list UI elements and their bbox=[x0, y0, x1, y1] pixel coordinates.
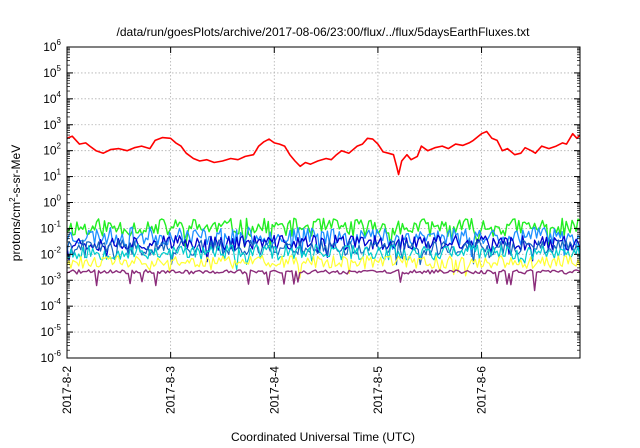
y-tick-label: 10-3 bbox=[41, 271, 62, 287]
y-tick-label: 103 bbox=[43, 116, 61, 132]
x-tick-label: 2017-8-3 bbox=[164, 366, 178, 414]
x-tick-label: 2017-8-5 bbox=[371, 366, 385, 414]
y-tick-label: 10-1 bbox=[41, 219, 62, 235]
y-tick-label: 10-4 bbox=[41, 297, 62, 313]
y-tick-label-base: 10 bbox=[41, 247, 55, 261]
x-axis-ticks: 2017-8-2 2017-8-3 2017-8-4 2017-8-5 2017-8-6 bbox=[60, 47, 489, 414]
y-tick-label-exponent: 2 bbox=[57, 142, 62, 151]
x-tick-label: 2017-8-4 bbox=[267, 366, 281, 414]
y-tick-label-exponent: 6 bbox=[57, 38, 62, 47]
x-tick-label: 2017-8-6 bbox=[475, 366, 489, 414]
y-tick-label-base: 10 bbox=[43, 40, 57, 54]
y-tick-label: 105 bbox=[43, 64, 61, 80]
y-tick-label: 101 bbox=[43, 168, 61, 184]
y-axis-label-sup: 2 bbox=[8, 197, 17, 202]
y-tick-label-exponent: 3 bbox=[57, 116, 62, 125]
series-line bbox=[66, 243, 581, 271]
series-line bbox=[66, 226, 581, 258]
y-tick-label: 10-5 bbox=[41, 323, 62, 339]
x-tick-label: 2017-8-2 bbox=[60, 366, 74, 414]
series-line bbox=[66, 234, 581, 263]
y-tick-label-exponent: 1 bbox=[57, 168, 62, 177]
series-line bbox=[66, 130, 581, 176]
y-tick-label-base: 10 bbox=[43, 170, 57, 184]
y-tick-label-base: 10 bbox=[43, 144, 57, 158]
y-axis-ticks: 10-610-510-410-310-210-11001011021031041… bbox=[41, 38, 580, 365]
y-axis-label: protons/cm2-s-sr-MeV bbox=[8, 145, 23, 261]
series-line bbox=[66, 269, 581, 292]
series-line bbox=[66, 255, 581, 279]
y-tick-label: 102 bbox=[43, 142, 61, 158]
y-tick-label: 10-6 bbox=[41, 349, 62, 365]
y-tick-label-base: 10 bbox=[41, 273, 55, 287]
grid-lines bbox=[67, 47, 580, 358]
y-tick-label-exponent: -3 bbox=[54, 271, 62, 280]
y-tick-label-exponent: 4 bbox=[57, 90, 62, 99]
series-group bbox=[66, 130, 581, 292]
y-axis-label-base: protons/cm bbox=[9, 202, 23, 261]
y-tick-label-base: 10 bbox=[41, 221, 55, 235]
y-tick-label-base: 10 bbox=[41, 351, 55, 365]
y-tick-label-exponent: -5 bbox=[54, 323, 62, 332]
y-tick-label-base: 10 bbox=[43, 118, 57, 132]
y-axis-label-rest: -s-sr-MeV bbox=[9, 145, 23, 198]
y-tick-label: 100 bbox=[43, 194, 61, 210]
y-tick-label-exponent: -4 bbox=[54, 297, 62, 306]
y-tick-label-base: 10 bbox=[41, 325, 55, 339]
y-tick-label: 104 bbox=[43, 90, 61, 106]
chart-title: /data/run/goesPlots/archive/2017-08-06/2… bbox=[117, 25, 531, 39]
y-tick-label-base: 10 bbox=[43, 92, 57, 106]
x-axis-label: Coordinated Universal Time (UTC) bbox=[231, 430, 415, 444]
y-tick-label-exponent: -2 bbox=[54, 245, 62, 254]
y-tick-label-exponent: -1 bbox=[54, 219, 62, 228]
y-tick-label-exponent: 0 bbox=[57, 194, 62, 203]
y-tick-label-base: 10 bbox=[43, 196, 57, 210]
y-tick-label: 10-2 bbox=[41, 245, 62, 261]
y-tick-label-exponent: 5 bbox=[57, 64, 62, 73]
y-tick-label-base: 10 bbox=[41, 299, 55, 313]
series-line bbox=[66, 217, 581, 249]
y-tick-label-base: 10 bbox=[43, 66, 57, 80]
y-tick-label-exponent: -6 bbox=[54, 349, 62, 358]
y-tick-label: 106 bbox=[43, 38, 61, 54]
